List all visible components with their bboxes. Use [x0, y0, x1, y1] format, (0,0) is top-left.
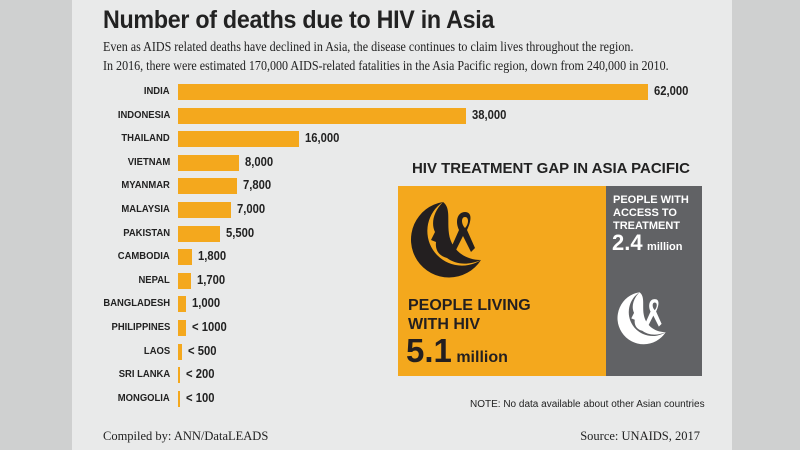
bar-vietnam [178, 154, 239, 171]
access-label-line-1: PEOPLE WITH [613, 194, 689, 206]
living-label-line-2: WITH HIV [408, 316, 480, 333]
note-text: NOTE: No data available about other Asia… [470, 399, 705, 410]
data-label: 16,000 [305, 131, 340, 146]
data-label: 7,800 [243, 178, 272, 193]
category-label: PAKISTAN [123, 226, 170, 239]
data-label: 1,800 [197, 249, 226, 264]
category-label: INDONESIA [117, 108, 170, 121]
access-label-line-2: ACCESS TO [613, 207, 677, 219]
compiled-by: Compiled by: ANN/DataLEADS [103, 429, 269, 443]
bar-cambodia [178, 249, 192, 266]
access-number: 2.4 [612, 230, 643, 255]
data-label: < 100 [185, 390, 214, 405]
bar-bangladesh [178, 296, 186, 313]
chart-title: Number of deaths due to HIV in Asia [103, 6, 495, 34]
face-ribbon-icon [410, 202, 481, 278]
data-label: < 200 [185, 367, 214, 382]
living-value: 5.1 million [406, 332, 508, 370]
category-label: NEPAL [138, 273, 170, 286]
bar-malaysia [178, 202, 232, 218]
access-label-line-3: TREATMENT [613, 220, 681, 232]
living-unit: million [456, 349, 508, 366]
living-label-line-1: PEOPLE LIVING [408, 297, 531, 314]
category-label: LAOS [143, 344, 170, 357]
data-label: 38,000 [472, 107, 507, 122]
bar-thailand [178, 131, 300, 148]
data-label: 8,000 [244, 154, 273, 169]
data-label: 62,000 [654, 84, 689, 98]
category-label: MONGOLIA [118, 391, 170, 404]
category-label: SRI LANKA [118, 368, 170, 381]
category-label: CAMBODIA [118, 250, 170, 263]
data-label: 1,000 [191, 296, 220, 311]
treatment-gap-title: HIV TREATMENT GAP IN ASIA PACIFIC [411, 160, 691, 177]
access-unit: million [647, 241, 683, 253]
category-label: VIETNAM [127, 155, 170, 168]
category-label: BANGLADESH [103, 297, 170, 310]
category-label: INDIA [144, 85, 170, 97]
bar-india [178, 84, 648, 100]
bar-indonesia [178, 107, 467, 124]
bar-myanmar [178, 178, 238, 195]
category-label: MALAYSIA [121, 203, 170, 215]
category-label: THAILAND [121, 132, 170, 145]
bar-pakistan [178, 225, 220, 242]
bar-sri-lanka [178, 367, 180, 384]
source: Source: UNAIDS, 2017 [580, 429, 700, 443]
data-label: 1,700 [196, 272, 226, 287]
data-label: 7,000 [237, 202, 266, 216]
data-label: 5,500 [225, 225, 254, 240]
bar-nepal [178, 272, 191, 289]
people-with-access-panel: PEOPLE WITH ACCESS TO TREATMENT 2.4 mill… [606, 186, 702, 376]
data-label: < 500 [187, 343, 217, 358]
data-label: < 1000 [191, 320, 227, 334]
access-value: 2.4 million [612, 230, 683, 256]
people-living-with-hiv-panel: PEOPLE LIVING WITH HIV 5.1 million [398, 186, 606, 376]
living-number: 5.1 [406, 332, 452, 369]
bar-mongolia [178, 390, 180, 407]
bar-philippines [178, 320, 186, 336]
category-label: MYANMAR [121, 179, 170, 192]
face-ribbon-icon [617, 292, 666, 345]
bar-laos [178, 343, 182, 360]
category-label: PHILIPPINES [111, 321, 170, 333]
subtitle-line-2: In 2016, there were estimated 170,000 AI… [103, 58, 669, 73]
subtitle-line-1: Even as AIDS related deaths have decline… [103, 39, 634, 54]
